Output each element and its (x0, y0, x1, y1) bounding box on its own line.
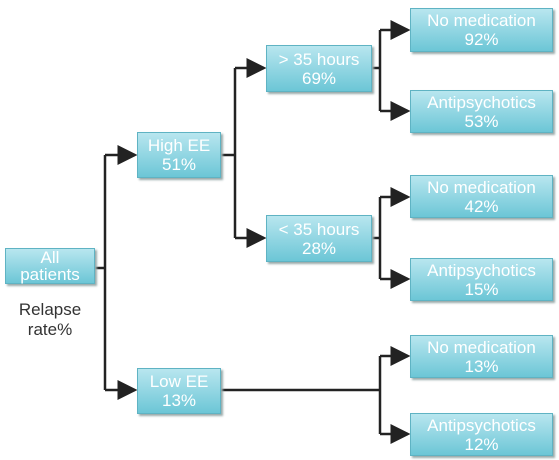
node-value: 51% (161, 155, 197, 174)
node: All patients (5, 248, 95, 284)
node-label: High EE (147, 136, 211, 155)
node-value: 69% (301, 68, 337, 88)
node-value: 42% (464, 196, 499, 216)
node-label: Antipsychotics (427, 92, 536, 112)
note: Relapse rate% (18, 300, 82, 339)
node: > 35 hours 69% (266, 45, 372, 92)
node: < 35 hours 28% (266, 215, 372, 262)
node: No medication 92% (410, 8, 553, 52)
node-label: < 35 hours (278, 219, 360, 239)
node-value: 92% (464, 30, 499, 49)
node-value: 15% (464, 279, 499, 299)
node-label: No medication (427, 11, 536, 30)
node-label: Antipsychotics (427, 415, 536, 435)
node-value: 13% (464, 356, 499, 376)
node: High EE 51% (137, 132, 221, 178)
node-label: All patients (20, 248, 80, 284)
node-label: Low EE (149, 372, 209, 391)
node-label: No medication (427, 337, 536, 357)
node: Antipsychotics 15% (410, 258, 553, 301)
node-value: 12% (464, 434, 499, 454)
node: Antipsychotics 12% (410, 413, 553, 456)
node-label: No medication (427, 177, 536, 197)
node-label: > 35 hours (278, 49, 360, 69)
node: Antipsychotics 53% (410, 90, 553, 133)
node-label: Antipsychotics (427, 260, 536, 280)
edges (95, 20, 411, 444)
node-value: 13% (161, 391, 197, 410)
node: Low EE 13% (137, 368, 221, 414)
node-value: 28% (301, 238, 337, 258)
node: No medication 13% (410, 335, 553, 378)
node-value: 53% (464, 111, 499, 131)
node: No medication 42% (410, 175, 553, 218)
